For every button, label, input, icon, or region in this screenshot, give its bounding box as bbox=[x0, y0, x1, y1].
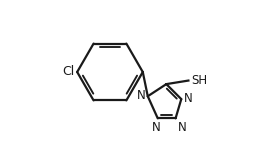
Text: N: N bbox=[152, 121, 161, 134]
Text: N: N bbox=[183, 92, 192, 105]
Text: N: N bbox=[137, 89, 145, 102]
Text: N: N bbox=[178, 121, 186, 134]
Text: Cl: Cl bbox=[62, 66, 74, 78]
Text: SH: SH bbox=[191, 74, 207, 87]
